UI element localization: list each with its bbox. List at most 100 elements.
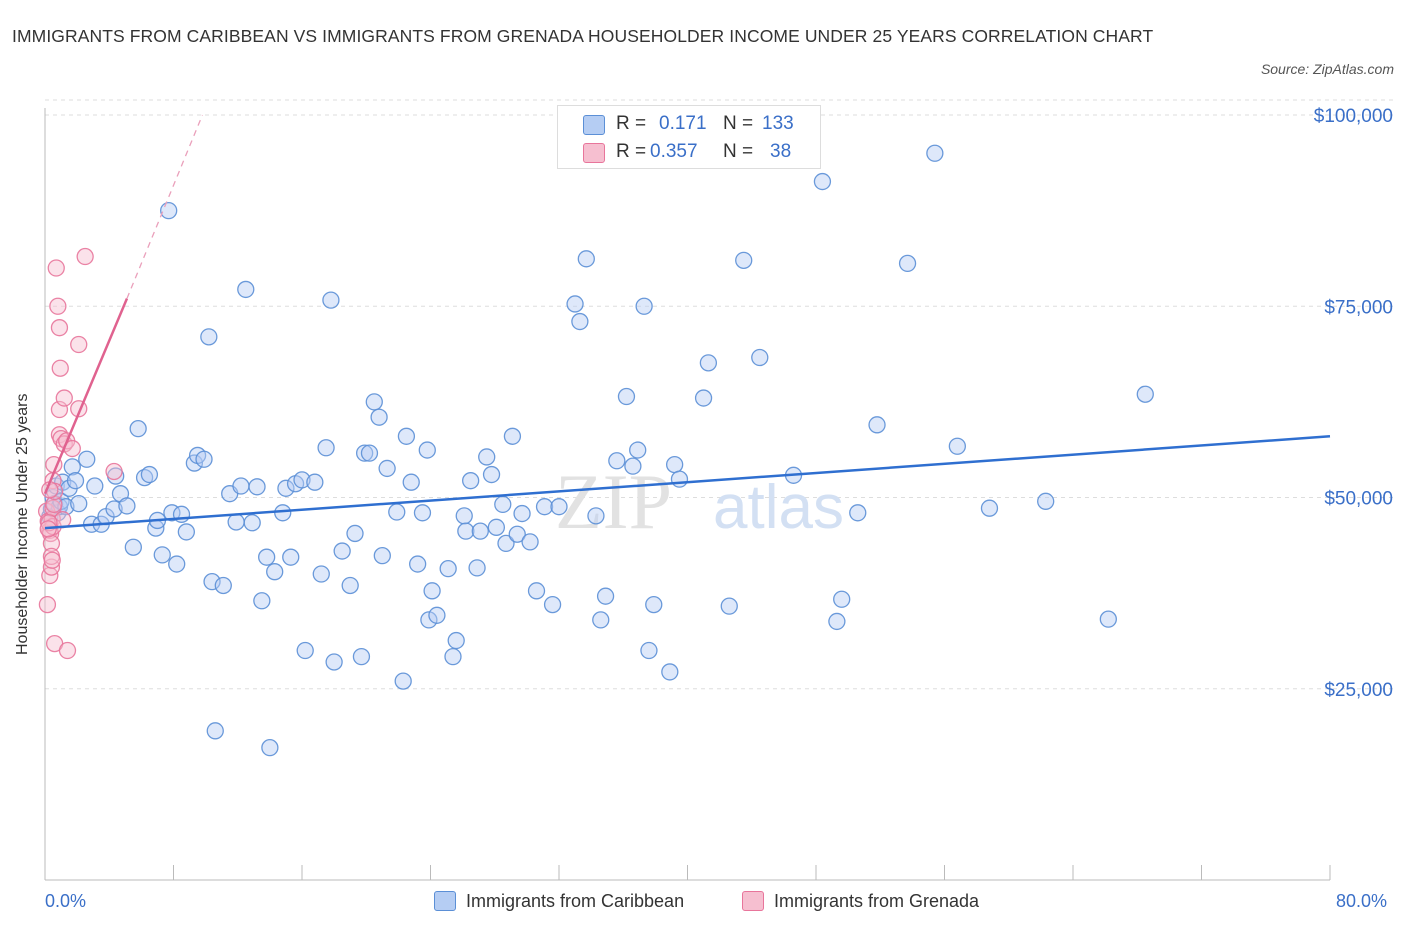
caribbean-point [624,457,642,475]
caribbean-point [135,468,154,487]
caribbean-point [457,522,475,540]
watermark-atlas: atlas [713,473,844,542]
caribbean-point [482,465,501,484]
caribbean-point [508,525,526,543]
caribbean-point [462,472,480,490]
grenada-point [49,297,67,315]
caribbean-point [439,559,457,578]
x-tick-label-min: 0.0% [45,891,87,911]
caribbean-point [408,555,427,573]
caribbean-point [1136,385,1154,403]
legend-label-grenada: Immigrants from Grenada [774,891,980,911]
caribbean-point [751,348,769,367]
caribbean-point [948,437,966,455]
legend-item-grenada[interactable]: Immigrants from Grenada [742,889,1012,915]
caribbean-point [277,479,295,497]
caribbean-point [635,297,653,315]
caribbean-point [237,280,255,299]
caribbean-point [341,576,359,595]
grenada-point [42,534,61,553]
caribbean-point [468,559,486,577]
y-tick-label: $75,000 [1324,297,1393,318]
y-tick-label: $25,000 [1324,680,1393,701]
caribbean-point [227,513,245,531]
caribbean-point [214,576,232,595]
caribbean-point [355,444,374,462]
caribbean-point [177,523,196,541]
n-label: N = [723,113,754,134]
n-value-caribbean: 133 [762,113,794,134]
caribbean-point [849,504,867,522]
source-label: Source: ZipAtlas.com [1260,61,1394,77]
caribbean-point [444,647,462,666]
caribbean-point [206,722,224,740]
caribbean-point [420,611,438,629]
caribbean-point [325,653,343,671]
caribbean-point [898,254,917,273]
caribbean-point [388,503,406,521]
grenada-point [70,335,88,354]
y-tick-label: $100,000 [1314,106,1393,127]
chart-title: IMMIGRANTS FROM CARIBBEAN VS IMMIGRANTS … [12,26,1154,46]
caribbean-point [266,563,284,581]
caribbean-point [105,500,123,518]
caribbean-point [577,250,595,268]
grenada-point [58,641,77,660]
caribbean-point [980,499,999,517]
caribbean-point [195,450,213,468]
caribbean-point [535,498,554,516]
caribbean-point [661,663,679,681]
caribbean-point [478,448,496,466]
caribbean-point [428,606,446,624]
caribbean-point [124,538,142,556]
caribbean-point [418,441,436,459]
caribbean-point [868,416,886,434]
legend-label-caribbean: Immigrants from Caribbean [466,891,685,911]
caribbean-point [200,328,218,346]
caribbean-point [86,477,104,495]
caribbean-point [503,427,522,445]
r-label: R = [616,141,647,162]
caribbean-point [1099,610,1117,628]
caribbean-point [243,514,261,532]
stats-legend-box: R = 0.171 N = 133 R = 0.357 N = 38 [557,105,821,169]
caribbean-point [153,546,171,564]
grenada-point [38,595,57,614]
caribbean-point [333,542,351,560]
caribbean-point [699,354,718,372]
grenada-legend-swatch [742,891,764,911]
caribbean-point [70,494,88,513]
stats-row-grenada: R = 0.357 N = 38 [558,138,820,166]
caribbean-point [129,419,147,438]
caribbean-point [494,495,512,514]
caribbean-point [629,441,647,459]
grenada-point [47,259,65,277]
caribbean-point [828,612,846,631]
legend-item-caribbean[interactable]: Immigrants from Caribbean [434,889,724,915]
caribbean-point [640,641,658,660]
caribbean-point [352,647,371,666]
grenada-point [55,389,73,407]
grenada-point [76,247,94,266]
y-axis-label: Householder Income Under 25 years [14,393,31,655]
grenada-point [43,551,61,569]
caribbean-point [402,473,420,491]
caribbean-point [261,739,279,757]
grenada-point [50,319,69,337]
n-value-grenada: 38 [770,141,792,162]
grenada-trend-line [43,298,129,495]
grenada-point [105,462,123,481]
caribbean-legend-swatch [434,891,456,911]
caribbean-trend-line [44,435,1331,530]
caribbean-point [487,518,506,536]
caribbean-point [140,465,159,484]
caribbean-point [587,507,605,525]
caribbean-point [413,504,432,522]
caribbean-point [666,455,684,474]
caribbean-point [360,444,379,462]
caribbean-point [317,439,335,457]
r-value-caribbean: 0.171 [659,113,707,134]
caribbean-point [118,497,136,515]
grenada-swatch [583,143,605,163]
caribbean-point [694,389,713,407]
